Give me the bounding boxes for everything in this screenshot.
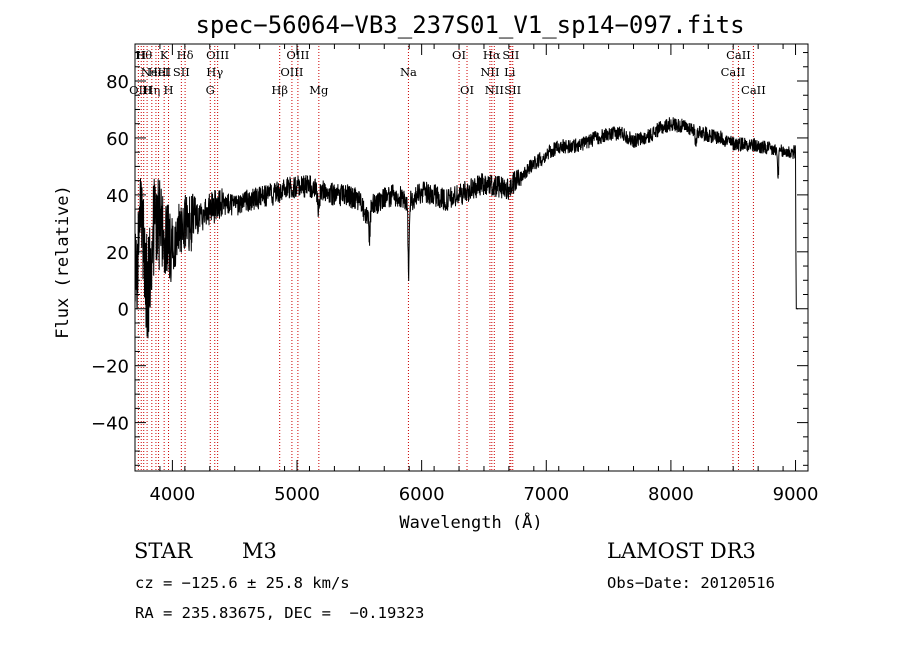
spectral-line-label: OIII xyxy=(286,48,309,62)
spectral-line-label: Hα xyxy=(483,48,501,62)
x-axis-label: Wavelength (Å) xyxy=(399,511,542,533)
spectral-line-label: OIII xyxy=(280,65,303,79)
spectral-line-label: Hη xyxy=(143,83,160,97)
x-tick-label: 5000 xyxy=(274,484,320,505)
y-tick-label: 80 xyxy=(106,72,129,93)
spectral-line-label: CaII xyxy=(726,48,751,62)
x-tick-label: 4000 xyxy=(149,484,195,505)
y-tick-label: 40 xyxy=(106,186,129,207)
spectral-line-label: Hδ xyxy=(177,48,194,62)
y-tick-label: 0 xyxy=(118,300,129,321)
observation-date: Obs−Date: 20120516 xyxy=(607,574,775,592)
y-tick-label: 60 xyxy=(106,129,129,150)
y-axis-label: Flux (relative) xyxy=(53,185,73,339)
redshift-readout: cz = −125.6 ± 25.8 km/s xyxy=(135,574,350,592)
spectral-line-label: H xyxy=(136,48,146,62)
spectral-line-label: CaII xyxy=(721,65,746,79)
chart-title: spec−56064−VB3_237S01_V1_sp14−097.fits xyxy=(195,11,744,39)
coordinates-readout: RA = 235.83675, DEC = −0.19323 xyxy=(135,604,425,622)
spectral-line-label: HeI xyxy=(148,65,169,79)
spectral-line-label: NII xyxy=(485,83,504,97)
spectral-line-label: SII xyxy=(502,48,519,62)
emission-lines-layer: OIIHHθHHηNeIIIHeIKHSIIHδGHγOIIIHβOIIIOII… xyxy=(129,46,766,471)
x-tick-label: 7000 xyxy=(523,484,569,505)
x-tick-label: 6000 xyxy=(399,484,445,505)
spectral-line-label: NeIII xyxy=(141,65,172,79)
x-tick-label: 9000 xyxy=(773,484,819,505)
spectral-line-label: Mg xyxy=(309,83,329,97)
spectral-line-label: K xyxy=(160,48,169,62)
spectral-line-label: Hθ xyxy=(135,48,152,62)
spectrum-line xyxy=(134,117,798,339)
spectral-line-label: CaII xyxy=(741,83,766,97)
spectral-line-label: Hβ xyxy=(271,83,288,97)
spectral-line-label: SII xyxy=(504,83,521,97)
spectral-line-label: OI xyxy=(460,83,474,97)
spectral-line-label: OI xyxy=(452,48,466,62)
spectral-line-label: OII xyxy=(129,83,148,97)
spectral-line-label: H xyxy=(142,83,152,97)
plot-frame xyxy=(134,43,809,472)
spectral-line-label: OIII xyxy=(206,48,229,62)
spectral-line-label: SII xyxy=(173,65,190,79)
spectral-line-label: H xyxy=(164,83,174,97)
spectral-line-label: Li xyxy=(504,65,516,79)
y-tick-label: −20 xyxy=(91,357,129,378)
axis-ticks-layer: 4000 5000 6000 7000 8000 9000 −40 −20 0 20 40 60 80 xyxy=(91,44,818,505)
spectral-line-label: Na xyxy=(400,65,417,79)
spectral-line-label: NII xyxy=(480,65,499,79)
spectral-line-label: G xyxy=(206,83,215,97)
x-tick-label: 8000 xyxy=(648,484,694,505)
object-class: STAR xyxy=(134,539,193,563)
object-subclass: M3 xyxy=(242,539,277,563)
y-tick-label: 20 xyxy=(106,243,129,264)
y-tick-label: −40 xyxy=(91,414,129,435)
survey-name: LAMOST DR3 xyxy=(607,539,756,563)
spectral-line-label: Hγ xyxy=(206,65,223,79)
